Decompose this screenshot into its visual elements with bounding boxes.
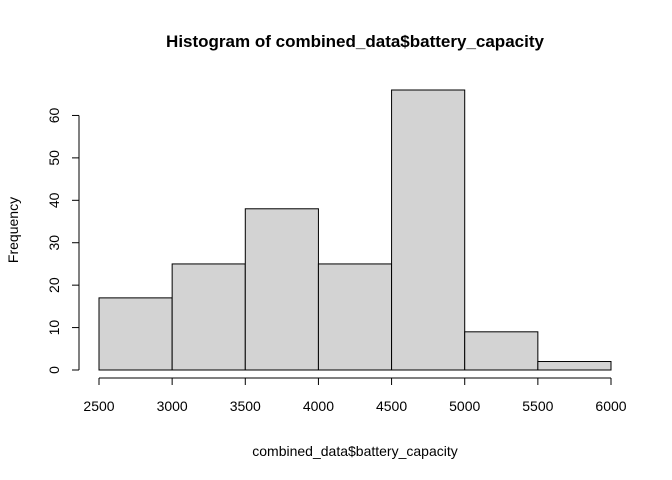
y-axis: 0 10 20 30 40 50 60 bbox=[46, 107, 80, 374]
histogram-bar-4500-5000 bbox=[391, 89, 466, 371]
y-axis-label: Frequency bbox=[5, 197, 21, 263]
histogram-bar-3500-4000 bbox=[244, 208, 319, 371]
y-tick-label: 30 bbox=[46, 235, 62, 251]
x-axis-label: combined_data$battery_capacity bbox=[252, 443, 457, 459]
histogram-bar-3000-3500 bbox=[171, 263, 246, 371]
y-tick-label: 50 bbox=[46, 150, 62, 166]
x-tick-label: 2500 bbox=[83, 398, 114, 414]
x-tick-label: 5500 bbox=[522, 398, 553, 414]
x-axis: 2500 3000 3500 4000 4500 5000 5500 6000 bbox=[83, 377, 627, 414]
x-tick-label: 3000 bbox=[157, 398, 188, 414]
histogram-bar-4000-4500 bbox=[317, 263, 393, 371]
chart-title: Histogram of combined_data$battery_capac… bbox=[166, 32, 544, 51]
histogram-bar-5000-5500 bbox=[464, 331, 539, 371]
y-tick-label: 10 bbox=[46, 320, 62, 336]
x-tick-label: 3500 bbox=[230, 398, 261, 414]
x-tick-label: 4500 bbox=[376, 398, 407, 414]
histogram-bar-2500-3000 bbox=[98, 297, 173, 371]
y-tick-label: 40 bbox=[46, 192, 62, 208]
x-tick-label: 6000 bbox=[595, 398, 626, 414]
x-tick-label: 4000 bbox=[303, 398, 334, 414]
y-tick-label: 0 bbox=[46, 366, 62, 374]
y-tick-label: 20 bbox=[46, 277, 62, 293]
y-tick-label: 60 bbox=[46, 107, 62, 123]
histogram-bar-5500-6000 bbox=[537, 361, 612, 371]
bars-group bbox=[98, 89, 612, 371]
x-tick-label: 5000 bbox=[449, 398, 480, 414]
